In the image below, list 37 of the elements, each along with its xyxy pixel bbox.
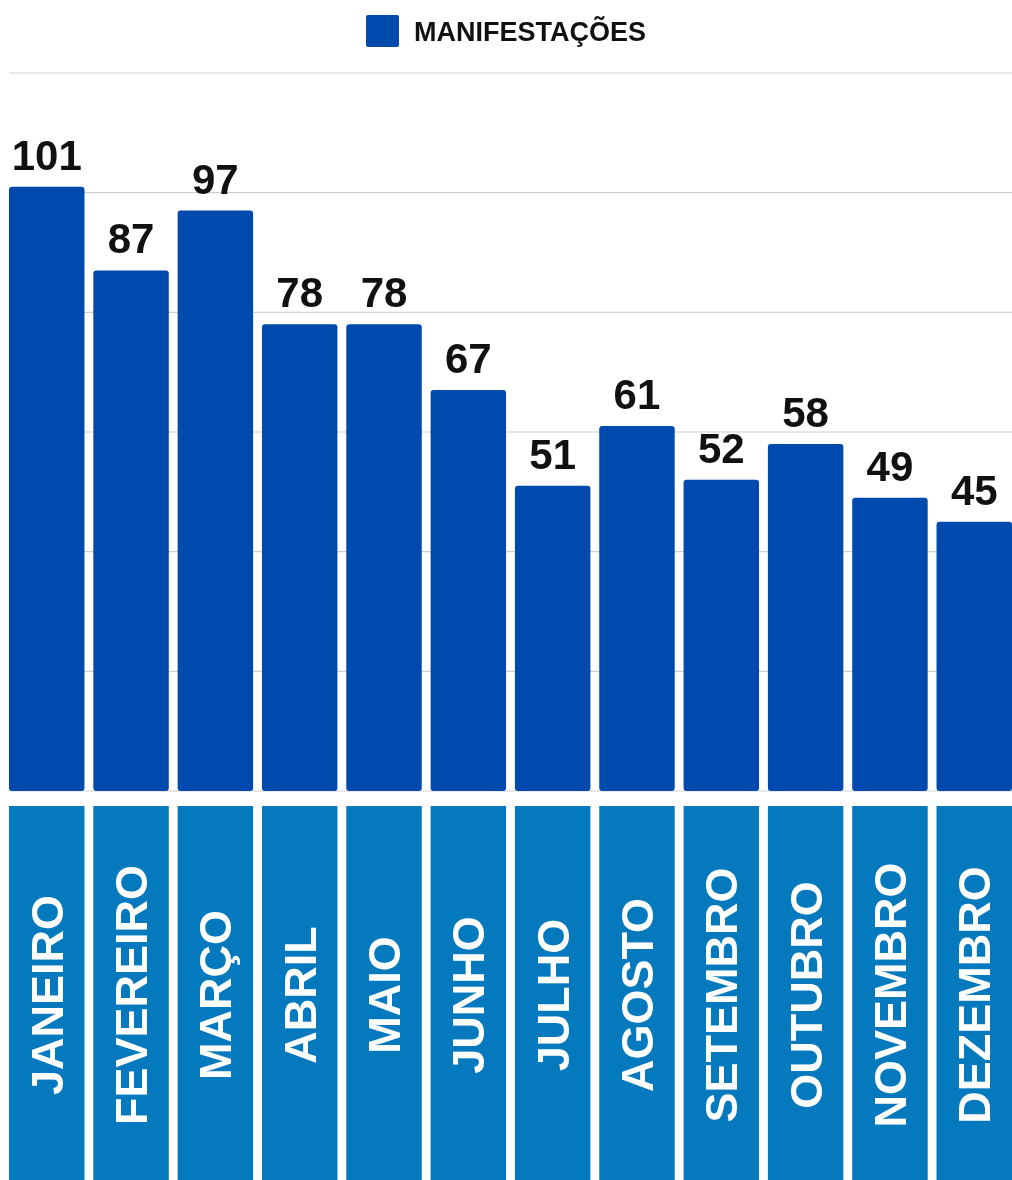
bar: [852, 497, 928, 791]
bar: [177, 210, 254, 791]
x-tick-label: ABRIL: [274, 926, 326, 1064]
data-label: 61: [613, 371, 661, 419]
x-tick-label: FEVEREIRO: [106, 864, 158, 1126]
data-label: 52: [697, 424, 745, 472]
bar: [767, 443, 844, 791]
x-tick-label: MAIO: [359, 936, 411, 1054]
bar: [346, 324, 422, 791]
x-tick-label: MARÇO: [190, 910, 242, 1080]
data-label: 67: [444, 335, 492, 383]
data-label: 87: [107, 215, 155, 263]
x-tick-label: DEZEMBRO: [949, 866, 1001, 1124]
data-label: 78: [360, 269, 408, 317]
x-tick-label: JANEIRO: [21, 894, 73, 1096]
bar: [430, 390, 507, 791]
data-label: 45: [950, 466, 998, 514]
data-label: 51: [529, 430, 577, 478]
bar: [261, 324, 338, 791]
bar: [93, 270, 169, 791]
data-label: 78: [276, 269, 324, 317]
x-tick-label: JULHO: [527, 918, 579, 1072]
x-tick-label: AGOSTO: [611, 897, 663, 1093]
data-label: 97: [192, 155, 239, 203]
data-label: 58: [782, 388, 829, 436]
bar: [514, 485, 591, 791]
x-tick-label: NOVEMBRO: [864, 862, 916, 1128]
data-label: 101: [11, 131, 82, 179]
x-tick-label: SETEMBRO: [696, 867, 748, 1123]
bar: [936, 521, 1012, 791]
legend-label: MANIFESTAÇÕES: [413, 16, 647, 47]
x-tick-label: JUNHO: [443, 916, 495, 1074]
bar: [683, 479, 760, 791]
bar: [599, 426, 675, 791]
x-tick-label: OUTUBRO: [780, 881, 832, 1109]
data-label: 49: [866, 442, 914, 490]
bar: [9, 186, 85, 791]
